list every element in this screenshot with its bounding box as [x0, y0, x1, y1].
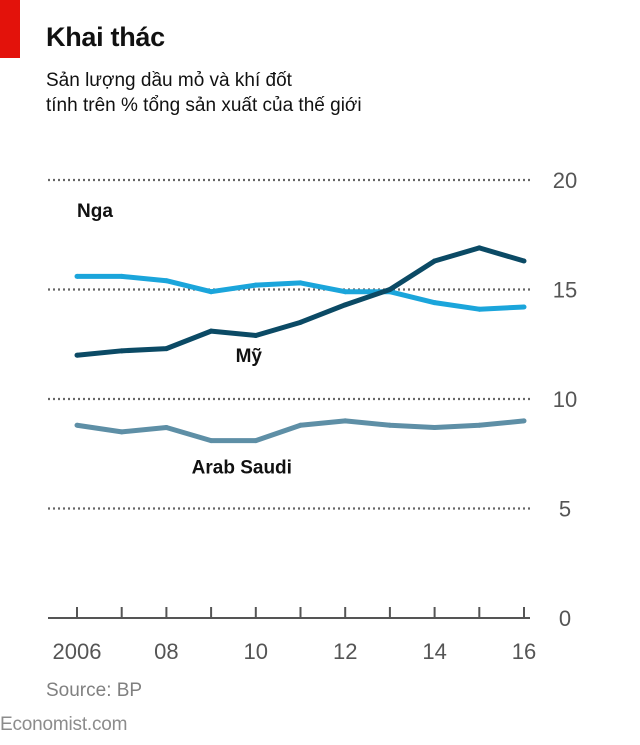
data-point	[253, 332, 259, 338]
source-note: Source: BP	[46, 680, 143, 701]
x-tick-label: 08	[154, 639, 178, 664]
data-point	[163, 346, 169, 352]
y-tick-label: 15	[553, 278, 577, 303]
data-point	[208, 289, 214, 295]
data-point	[432, 258, 438, 264]
data-point	[432, 424, 438, 430]
data-point	[163, 424, 169, 430]
y-tick-label: 0	[559, 606, 571, 631]
subtitle-line-2: tính trên % tổng sản xuất của thế giới	[46, 95, 362, 116]
data-point	[208, 438, 214, 444]
data-point	[476, 245, 482, 251]
data-point	[476, 422, 482, 428]
x-tick-label: 12	[333, 639, 357, 664]
series-line-2	[76, 245, 525, 358]
x-tick-label: 10	[244, 639, 268, 664]
data-point	[521, 258, 527, 264]
x-tick-label: 14	[422, 639, 446, 664]
data-point	[119, 273, 125, 279]
data-point	[432, 300, 438, 306]
data-point	[298, 422, 303, 428]
data-point	[119, 348, 125, 354]
data-point	[342, 302, 348, 308]
data-point	[253, 438, 259, 444]
data-point	[74, 422, 80, 428]
data-point	[342, 418, 348, 424]
data-point	[74, 352, 80, 358]
data-point	[163, 278, 169, 284]
y-tick-label: 20	[553, 168, 577, 193]
data-point	[298, 319, 303, 325]
data-point	[387, 422, 393, 428]
data-point	[298, 280, 303, 286]
data-point	[253, 282, 259, 288]
data-point	[387, 287, 393, 292]
data-point	[521, 418, 527, 424]
brand-tag	[0, 0, 20, 58]
line-chart: 0 5 10 15 20 2006 08 10 12 14 16 Nga Mỹ Arab Saudi	[48, 168, 577, 664]
x-tick-label: 2006	[53, 639, 102, 664]
data-point	[521, 304, 527, 310]
y-tick-label: 5	[559, 497, 571, 522]
data-point	[74, 273, 80, 279]
x-tick-label: 16	[512, 639, 536, 664]
data-point	[476, 306, 482, 312]
data-point	[119, 429, 125, 435]
series-label-3: Arab Saudi	[192, 457, 292, 478]
data-point	[208, 328, 214, 334]
chart-subtitle: Sản lượng dầu mỏ và khí đốt tính trên % …	[46, 68, 362, 118]
subtitle-line-1: Sản lượng dầu mỏ và khí đốt	[46, 70, 292, 91]
y-tick-label: 10	[553, 387, 577, 412]
series-label-2: Mỹ	[236, 346, 263, 367]
publisher-brand: Economist.com	[0, 714, 128, 735]
chart-title: Khai thác	[46, 22, 165, 52]
data-point	[342, 289, 348, 295]
series-label-1: Nga	[77, 201, 113, 222]
